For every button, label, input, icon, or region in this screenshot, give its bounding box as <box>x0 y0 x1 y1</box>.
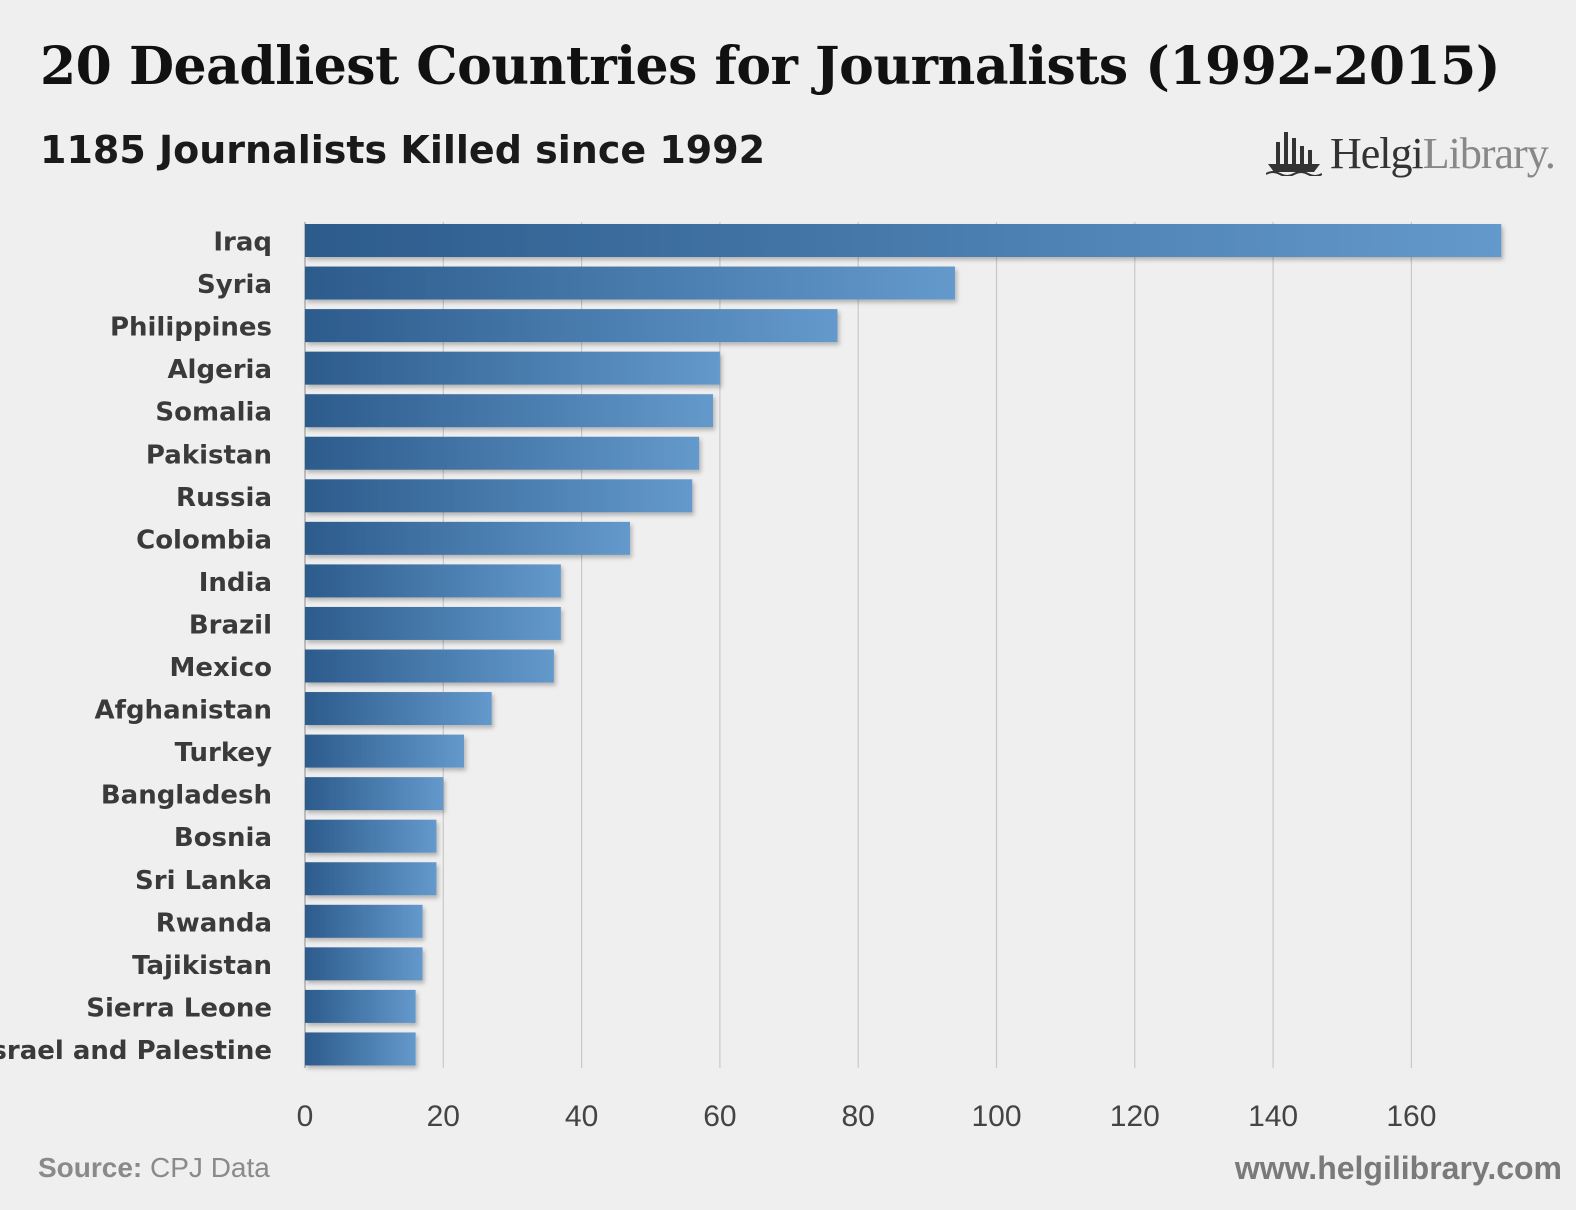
category-label-iraq: Iraq <box>213 228 272 258</box>
x-tick-label: 160 <box>1386 1100 1436 1133</box>
bar-bangladesh <box>305 777 444 811</box>
bar-brazil <box>305 606 561 640</box>
chart-title: 20 Deadliest Countries for Journalists (… <box>40 36 1500 97</box>
category-label-bosnia: Bosnia <box>174 823 272 853</box>
bar-algeria <box>305 351 720 385</box>
category-label-israel-and-palestine: Israel and Palestine <box>0 1036 272 1066</box>
bar-afghanistan <box>305 692 492 726</box>
category-label-brazil: Brazil <box>189 610 272 640</box>
category-label-syria: Syria <box>197 270 272 300</box>
bar-somalia <box>305 394 713 428</box>
bar-russia <box>305 479 693 513</box>
bar-pakistan <box>305 436 700 470</box>
bar-rwanda <box>305 904 423 938</box>
source-value: CPJ Data <box>142 1152 270 1183</box>
x-tick-label: 40 <box>565 1100 598 1133</box>
x-tick-label: 20 <box>427 1100 460 1133</box>
bar-mexico <box>305 649 554 683</box>
logo-wordmark: HelgiLibrary. <box>1330 129 1556 178</box>
x-tick-label: 0 <box>297 1100 314 1133</box>
category-label-india: India <box>199 568 272 598</box>
bar-philippines <box>305 309 838 343</box>
category-label-pakistan: Pakistan <box>146 440 272 470</box>
bar-iraq <box>305 224 1502 257</box>
logo-text-bold: Helgi <box>1330 129 1424 178</box>
x-tick-label: 80 <box>842 1100 875 1133</box>
x-tick-label: 60 <box>703 1100 736 1133</box>
category-label-algeria: Algeria <box>167 355 272 385</box>
category-label-somalia: Somalia <box>155 398 272 428</box>
helgi-library-logo: HelgiLibrary. <box>1266 124 1556 178</box>
source-label: Source: <box>38 1152 143 1183</box>
x-axis-ticks: 0 20 40 60 80 100 120 140 160 <box>297 1100 1437 1133</box>
x-tick-label: 100 <box>971 1100 1021 1133</box>
category-label-afghanistan: Afghanistan <box>95 696 272 726</box>
website-link[interactable]: www.helgilibrary.com <box>1234 1150 1562 1186</box>
bar-tajikistan <box>305 947 423 981</box>
bar-israel-and-palestine <box>305 1032 416 1066</box>
category-label-colombia: Colombia <box>136 525 272 555</box>
category-label-tajikistan: Tajikistan <box>132 951 272 981</box>
category-label-russia: Russia <box>176 483 272 513</box>
bar-sierra-leone <box>305 989 416 1023</box>
category-label-turkey: Turkey <box>175 738 272 768</box>
category-labels: Iraq Syria Philippines Algeria Somalia Pakist… <box>0 228 272 1066</box>
category-label-rwanda: Rwanda <box>156 908 272 938</box>
category-label-mexico: Mexico <box>170 653 272 683</box>
bar-colombia <box>305 521 631 555</box>
x-tick-label: 120 <box>1110 1100 1160 1133</box>
category-label-sierra-leone: Sierra Leone <box>86 993 272 1023</box>
bar-turkey <box>305 734 465 768</box>
bar-chart-ship-icon <box>1266 132 1322 176</box>
category-label-philippines: Philippines <box>110 313 272 343</box>
bar-india <box>305 564 561 598</box>
bar-bosnia <box>305 819 437 853</box>
bars <box>305 224 1502 1066</box>
bar-syria <box>305 266 956 300</box>
category-label-bangladesh: Bangladesh <box>101 781 272 811</box>
category-label-sri-lanka: Sri Lanka <box>135 866 272 896</box>
logo-text-light: Library. <box>1422 129 1556 178</box>
chart-subtitle: 1185 Journalists Killed since 1992 <box>40 128 766 172</box>
source-note: Source: CPJ Data <box>38 1152 270 1184</box>
bar-sri-lanka <box>305 862 437 896</box>
x-tick-label: 140 <box>1248 1100 1298 1133</box>
grid-lines <box>304 222 1413 1068</box>
